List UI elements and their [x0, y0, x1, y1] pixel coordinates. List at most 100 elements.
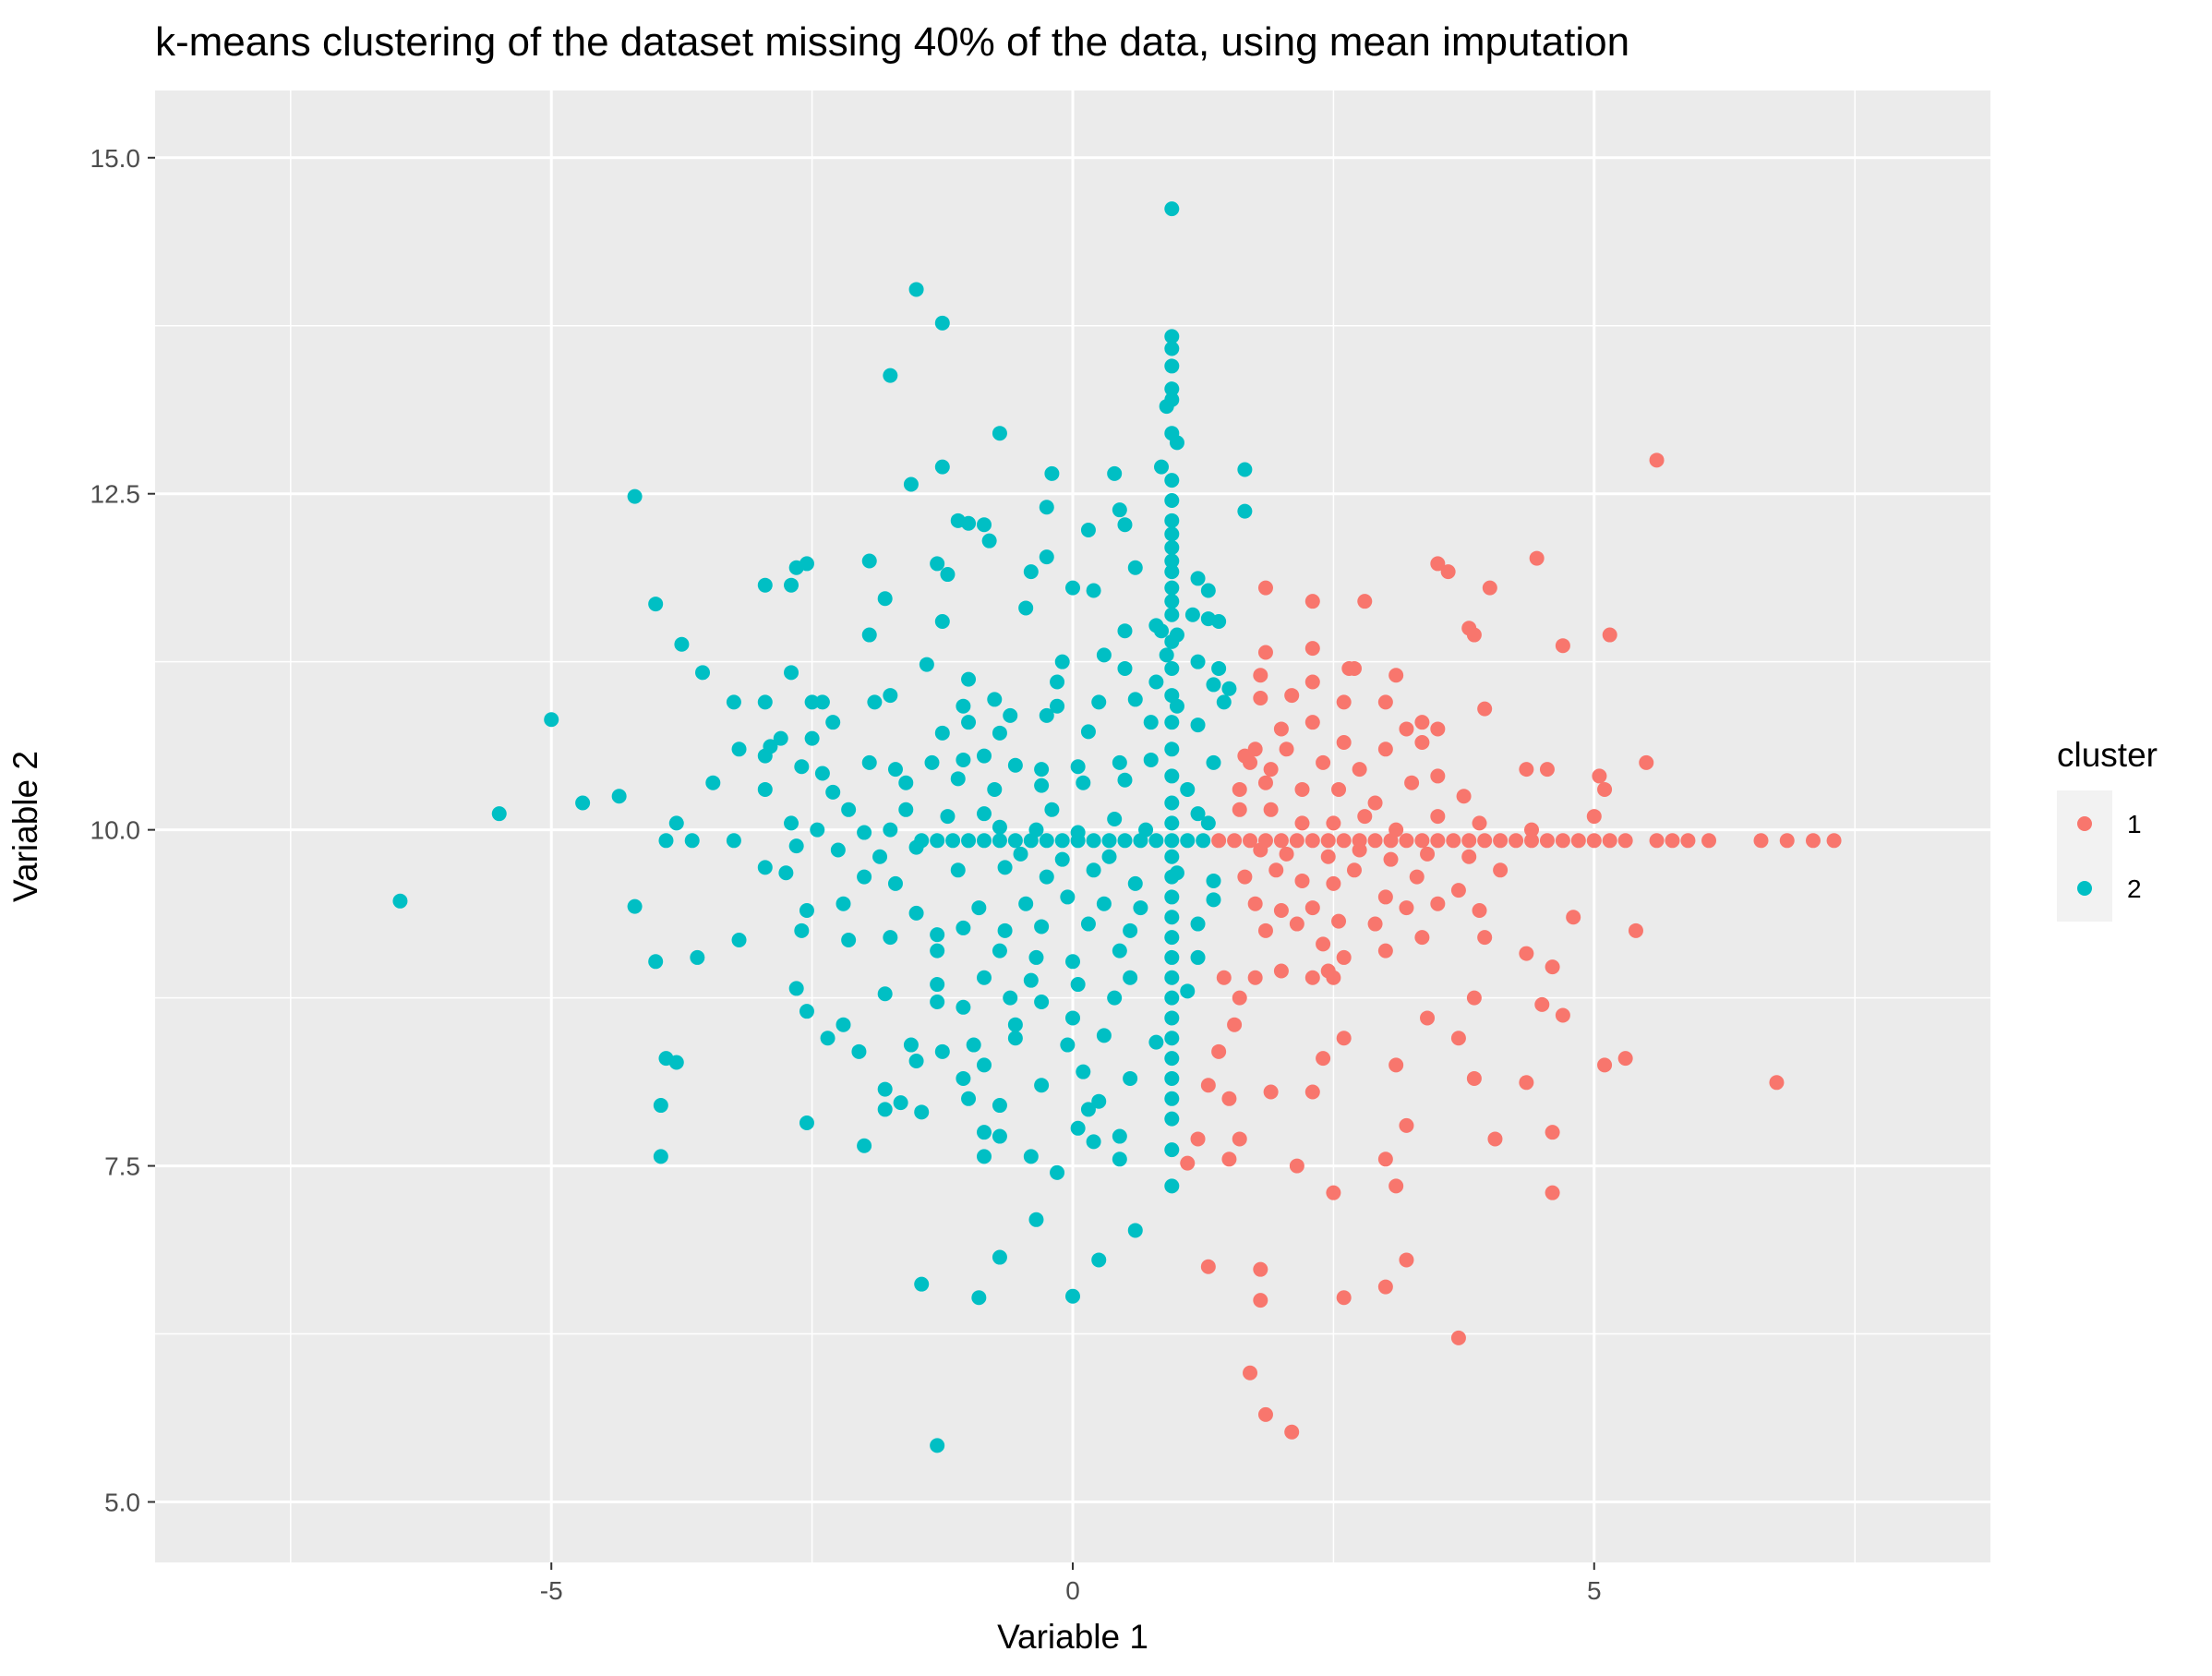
data-point-cluster-2: [1143, 715, 1159, 730]
data-point-cluster-1: [1357, 594, 1373, 609]
data-point-cluster-2: [956, 920, 971, 935]
data-point-cluster-2: [784, 577, 799, 593]
data-point-cluster-2: [1086, 833, 1101, 849]
data-point-cluster-2: [1086, 862, 1101, 878]
data-point-cluster-1: [1316, 936, 1331, 952]
data-point-cluster-2: [1164, 539, 1180, 555]
data-point-cluster-2: [1039, 869, 1054, 885]
data-point-cluster-2: [1039, 500, 1054, 515]
data-point-cluster-1: [1243, 833, 1258, 849]
data-point-cluster-1: [1200, 1078, 1216, 1093]
data-point-cluster-1: [1221, 1091, 1237, 1106]
data-point-cluster-2: [1013, 846, 1028, 862]
data-point-cluster-2: [1180, 781, 1196, 797]
data-point-cluster-1: [1539, 833, 1555, 849]
data-point-cluster-2: [961, 715, 977, 730]
data-point-cluster-2: [1065, 1010, 1080, 1026]
data-point-cluster-1: [1352, 762, 1367, 778]
data-point-cluster-2: [799, 1004, 814, 1019]
data-point-cluster-2: [930, 1438, 945, 1453]
data-point-cluster-2: [1091, 694, 1107, 710]
data-point-cluster-2: [1211, 660, 1227, 676]
data-point-cluster-1: [1263, 1084, 1279, 1100]
data-point-cluster-2: [861, 627, 877, 643]
data-point-cluster-1: [1232, 781, 1247, 797]
data-point-cluster-2: [1034, 778, 1050, 793]
data-point-cluster-2: [1054, 833, 1070, 849]
data-point-cluster-2: [674, 636, 690, 652]
data-point-cluster-2: [1039, 833, 1054, 849]
data-point-cluster-1: [1211, 1043, 1227, 1059]
data-point-cluster-2: [861, 754, 877, 770]
data-point-cluster-2: [757, 748, 773, 764]
legend-key-1: [2077, 816, 2092, 831]
data-point-cluster-1: [1377, 1279, 1393, 1295]
data-point-cluster-2: [861, 553, 877, 569]
data-point-cluster-1: [1336, 949, 1352, 965]
data-point-cluster-2: [976, 748, 992, 764]
data-point-cluster-2: [883, 822, 898, 838]
data-point-cluster-2: [1080, 916, 1096, 932]
data-point-cluster-1: [1237, 869, 1253, 885]
data-point-cluster-2: [653, 1149, 668, 1164]
data-point-cluster-2: [1018, 600, 1034, 616]
data-point-cluster-2: [648, 597, 664, 612]
data-point-cluster-1: [1279, 846, 1294, 862]
data-point-cluster-2: [1154, 459, 1170, 475]
data-point-cluster-2: [887, 762, 903, 778]
data-point-cluster-2: [1018, 896, 1034, 911]
data-point-cluster-2: [1107, 465, 1123, 481]
data-point-cluster-1: [1289, 833, 1304, 849]
data-point-cluster-2: [992, 1128, 1007, 1144]
data-point-cluster-2: [804, 694, 820, 710]
data-point-cluster-1: [1357, 809, 1373, 825]
data-point-cluster-2: [814, 694, 830, 710]
data-point-cluster-1: [1352, 833, 1367, 849]
data-point-cluster-1: [1539, 762, 1555, 778]
y-tick-label: 10.0: [90, 816, 141, 845]
data-point-cluster-2: [1164, 512, 1180, 528]
data-point-cluster-1: [1665, 833, 1680, 849]
data-point-cluster-1: [1200, 1259, 1216, 1274]
data-point-cluster-2: [1184, 607, 1200, 622]
data-point-cluster-1: [1534, 996, 1550, 1012]
data-point-cluster-1: [1446, 833, 1461, 849]
data-point-cluster-2: [930, 977, 945, 993]
data-point-cluster-2: [1200, 815, 1216, 831]
data-point-cluster-2: [867, 694, 883, 710]
data-point-cluster-2: [1101, 833, 1117, 849]
y-tick-label: 7.5: [104, 1152, 140, 1181]
data-point-cluster-1: [1472, 815, 1487, 831]
data-point-cluster-1: [1493, 833, 1509, 849]
data-point-cluster-1: [1273, 721, 1289, 737]
data-point-cluster-2: [1164, 553, 1180, 569]
data-point-cluster-1: [1602, 627, 1617, 643]
data-point-cluster-2: [1096, 1028, 1112, 1043]
data-point-cluster-2: [1190, 654, 1206, 669]
data-point-cluster-2: [731, 933, 747, 948]
data-point-cluster-1: [1221, 1151, 1237, 1167]
data-point-cluster-2: [1117, 772, 1133, 788]
data-point-cluster-2: [877, 1081, 893, 1097]
data-point-cluster-2: [1164, 768, 1180, 784]
data-point-cluster-1: [1253, 668, 1268, 683]
data-point-cluster-1: [1639, 754, 1654, 770]
data-point-cluster-1: [1450, 883, 1466, 898]
data-point-cluster-2: [857, 1138, 872, 1153]
data-point-cluster-2: [1237, 462, 1253, 477]
data-point-cluster-2: [940, 809, 956, 825]
data-point-cluster-2: [934, 725, 950, 741]
data-point-cluster-2: [976, 1149, 992, 1164]
data-point-cluster-2: [1054, 851, 1070, 867]
data-point-cluster-2: [1206, 677, 1221, 693]
data-point-cluster-2: [778, 865, 794, 881]
data-point-cluster-2: [930, 943, 945, 959]
data-point-cluster-1: [1190, 1131, 1206, 1147]
data-point-cluster-2: [1164, 201, 1180, 217]
data-point-cluster-1: [1232, 990, 1247, 1006]
y-tick-label: 12.5: [90, 480, 141, 509]
data-point-cluster-2: [992, 426, 1007, 441]
data-point-cluster-2: [799, 1115, 814, 1130]
data-point-cluster-2: [1164, 358, 1180, 374]
data-point-cluster-2: [1164, 594, 1180, 609]
